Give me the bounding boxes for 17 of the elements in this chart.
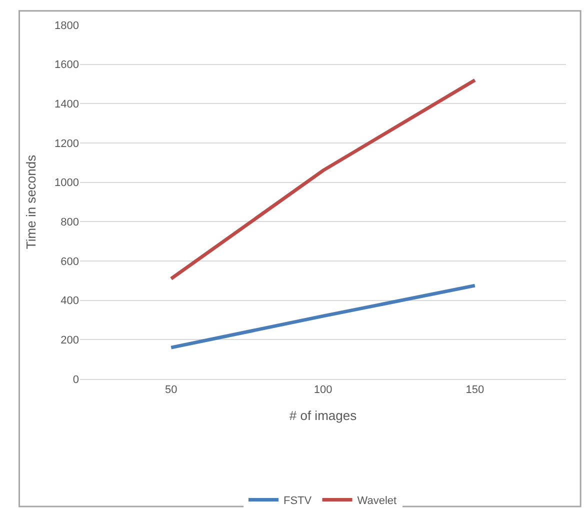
y-tick-label: 200 xyxy=(60,334,79,347)
y-tick-label: 0 xyxy=(72,374,79,386)
x-tick-label: 100 xyxy=(314,384,332,396)
y-tick-label: 1000 xyxy=(54,177,79,190)
y-tick-label: 800 xyxy=(60,216,79,229)
y-tick-label: 400 xyxy=(60,295,79,308)
y-tick-label: 1400 xyxy=(54,98,79,111)
y-tick-label: 1600 xyxy=(54,59,79,72)
legend-label: Wavelet xyxy=(357,494,397,507)
y-tick-label: 1800 xyxy=(54,20,79,32)
y-axis-title: Time in seconds xyxy=(23,154,38,250)
y-tick-label: 1200 xyxy=(54,138,79,150)
x-axis-title: # of images xyxy=(289,408,358,423)
y-tick-label: 600 xyxy=(60,256,79,268)
legend-label: FSTV xyxy=(284,494,312,507)
x-tick-label: 150 xyxy=(466,384,484,396)
x-tick-label: 50 xyxy=(165,384,178,396)
